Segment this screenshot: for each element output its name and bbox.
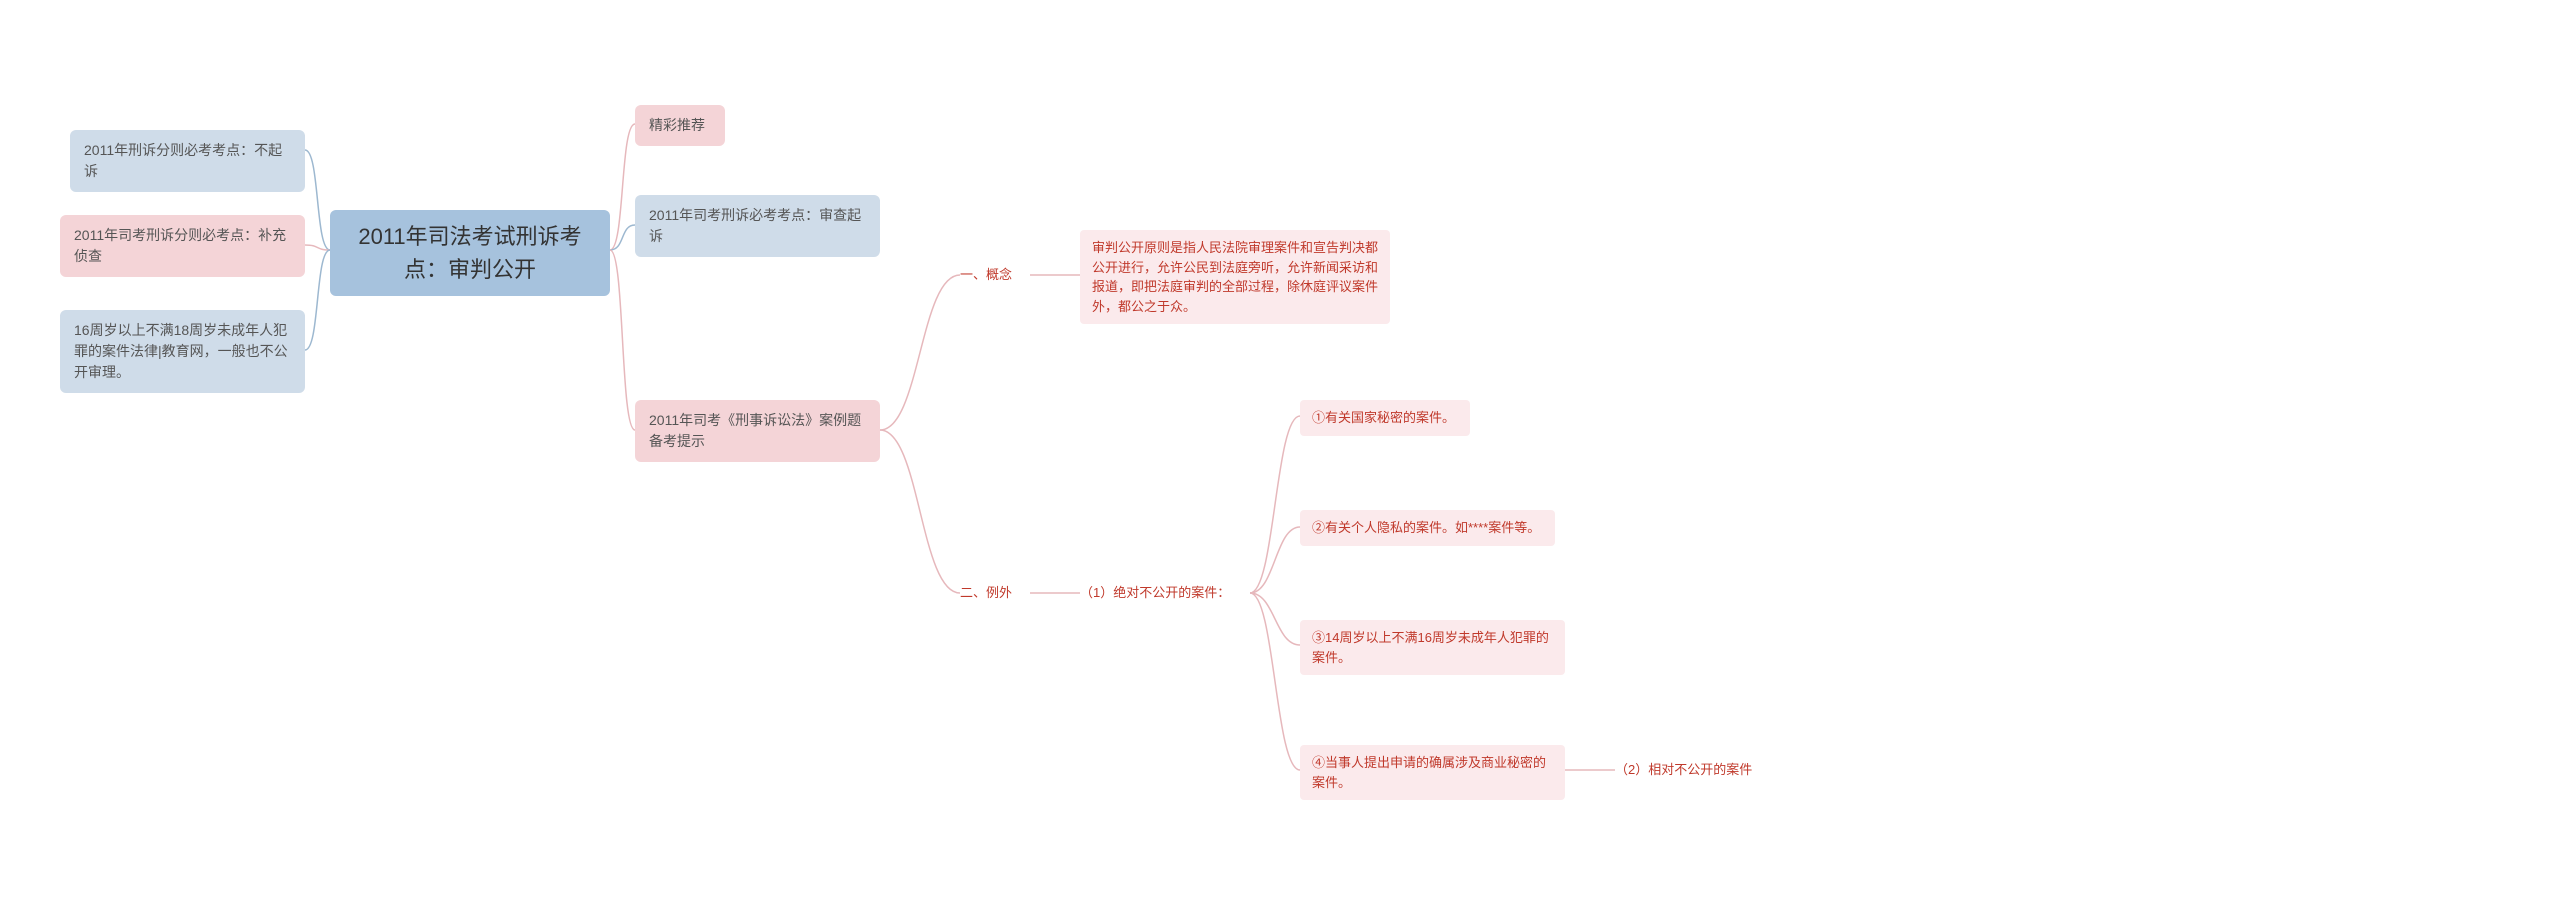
exception-node: 二、例外 bbox=[960, 583, 1030, 603]
case1-label: ①有关国家秘密的案件。 bbox=[1312, 408, 1455, 428]
center-label: 2011年司法考试刑诉考点：审判公开 bbox=[344, 220, 596, 286]
case4-label: ④当事人提出申请的确属涉及商业秘密的案件。 bbox=[1312, 753, 1553, 792]
case2-label: ②有关个人隐私的案件。如****案件等。 bbox=[1312, 518, 1540, 538]
case3-node: ③14周岁以上不满16周岁未成年人犯罪的案件。 bbox=[1300, 620, 1565, 675]
rel-no-label: （2）相对不公开的案件 bbox=[1615, 762, 1752, 777]
left-node-2-label: 2011年司考刑诉分则必考点：补充侦查 bbox=[74, 225, 291, 267]
concept-detail-label: 审判公开原则是指人民法院审理案件和宣告判决都公开进行，允许公民到法庭旁听，允许新… bbox=[1092, 238, 1378, 316]
right-node-3: 2011年司考《刑事诉讼法》案例题备考提示 bbox=[635, 400, 880, 462]
abs-no-node: （1）绝对不公开的案件： bbox=[1080, 583, 1250, 603]
case3-label: ③14周岁以上不满16周岁未成年人犯罪的案件。 bbox=[1312, 628, 1553, 667]
left-node-2: 2011年司考刑诉分则必考点：补充侦查 bbox=[60, 215, 305, 277]
exception-label: 二、例外 bbox=[960, 585, 1012, 600]
center-node: 2011年司法考试刑诉考点：审判公开 bbox=[330, 210, 610, 296]
right-node-1-label: 精彩推荐 bbox=[649, 115, 705, 136]
left-node-3: 16周岁以上不满18周岁未成年人犯罪的案件法律|教育网，一般也不公开审理。 bbox=[60, 310, 305, 393]
case1-node: ①有关国家秘密的案件。 bbox=[1300, 400, 1470, 436]
concept-label: 一、概念 bbox=[960, 267, 1012, 282]
abs-no-label: （1）绝对不公开的案件： bbox=[1080, 585, 1230, 600]
right-node-1: 精彩推荐 bbox=[635, 105, 725, 146]
rel-no-node: （2）相对不公开的案件 bbox=[1615, 760, 1770, 780]
right-node-2-label: 2011年司考刑诉必考考点：审查起诉 bbox=[649, 205, 866, 247]
case4-node: ④当事人提出申请的确属涉及商业秘密的案件。 bbox=[1300, 745, 1565, 800]
mindmap-connectors bbox=[0, 0, 2560, 897]
case2-node: ②有关个人隐私的案件。如****案件等。 bbox=[1300, 510, 1555, 546]
left-node-3-label: 16周岁以上不满18周岁未成年人犯罪的案件法律|教育网，一般也不公开审理。 bbox=[74, 320, 291, 383]
concept-detail-node: 审判公开原则是指人民法院审理案件和宣告判决都公开进行，允许公民到法庭旁听，允许新… bbox=[1080, 230, 1390, 324]
concept-node: 一、概念 bbox=[960, 265, 1030, 285]
left-node-1: 2011年刑诉分则必考考点：不起诉 bbox=[70, 130, 305, 192]
right-node-3-label: 2011年司考《刑事诉讼法》案例题备考提示 bbox=[649, 410, 866, 452]
left-node-1-label: 2011年刑诉分则必考考点：不起诉 bbox=[84, 140, 291, 182]
right-node-2: 2011年司考刑诉必考考点：审查起诉 bbox=[635, 195, 880, 257]
